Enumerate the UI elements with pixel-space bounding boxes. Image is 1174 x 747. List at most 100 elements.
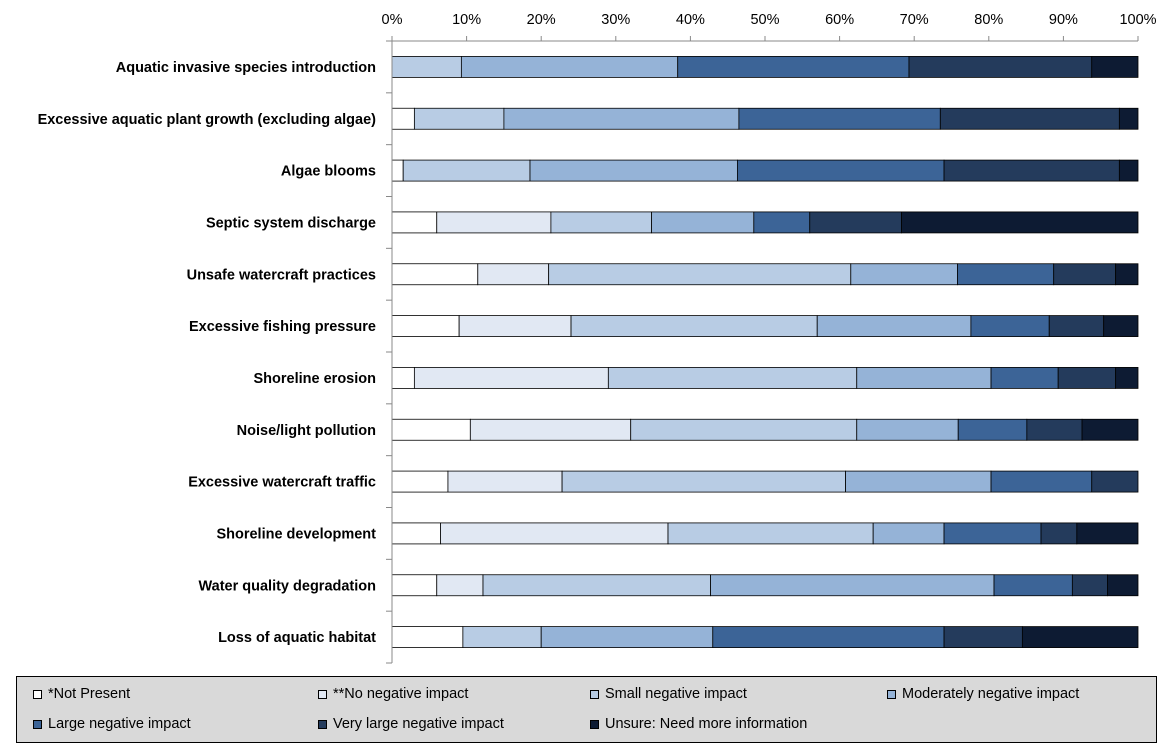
legend-item: Small negative impact	[590, 686, 747, 702]
legend-swatch	[887, 689, 896, 699]
bar-segment	[391, 367, 415, 389]
legend-item: **No negative impact	[318, 686, 468, 702]
bar-segment	[607, 367, 858, 389]
bar-segment	[413, 367, 609, 389]
bar-segment	[1091, 470, 1139, 493]
legend-swatch	[318, 719, 327, 729]
legend-swatch	[318, 689, 327, 699]
legend-swatch	[590, 689, 599, 699]
bar-segment	[503, 107, 740, 130]
bar-segment	[402, 159, 531, 182]
legend-label: Small negative impact	[605, 686, 747, 702]
bar-segment	[816, 315, 972, 337]
bar-segment	[540, 626, 714, 648]
category-label: Shoreline erosion	[254, 371, 376, 387]
legend: *Not Present **No negative impact Small ne…	[16, 676, 1157, 743]
bar-segment	[1076, 522, 1139, 545]
bar-segment	[391, 418, 471, 441]
legend-item: *Not Present	[33, 686, 130, 702]
bar-segment	[856, 418, 959, 441]
bar-segment	[1040, 522, 1078, 545]
legend-item: Unsure: Need more information	[590, 716, 807, 732]
legend-label: Very large negative impact	[333, 716, 504, 732]
bar-segment	[482, 574, 711, 597]
x-tick-label: 40%	[676, 12, 705, 28]
bar-segment	[970, 315, 1050, 337]
bar-segment	[391, 470, 449, 493]
x-tick-label: 30%	[601, 12, 630, 28]
x-tick-label: 60%	[825, 12, 854, 28]
bar-segment	[753, 211, 811, 234]
bar-segment	[850, 263, 958, 286]
category-label: Noise/light pollution	[237, 423, 376, 439]
bar-segment	[391, 159, 404, 182]
category-labels: Aquatic invasive species introduction Exc…	[38, 60, 377, 646]
bar-segment	[957, 418, 1028, 441]
bar-segment	[1021, 626, 1139, 648]
category-label: Loss of aquatic habitat	[218, 630, 376, 646]
bar-segment	[1115, 367, 1139, 389]
bar-segment	[1115, 263, 1139, 286]
bar-segment	[1048, 315, 1105, 337]
x-tick-label: 0%	[382, 12, 403, 28]
bar-segment	[391, 626, 464, 648]
bar-segment	[1071, 574, 1108, 597]
bar-segment	[1057, 367, 1117, 389]
bar-segment	[939, 107, 1120, 130]
legend-item: Large negative impact	[33, 716, 191, 732]
legend-label: Unsure: Need more information	[605, 716, 808, 732]
bar-segment	[550, 211, 653, 234]
bar-segment	[1026, 418, 1083, 441]
x-tick-label: 80%	[974, 12, 1003, 28]
bar-segment	[391, 211, 438, 234]
bar-segment	[943, 626, 1023, 648]
bar-segment	[548, 263, 852, 286]
x-tick-label: 90%	[1049, 12, 1078, 28]
bar-segment	[477, 263, 550, 286]
category-label: Excessive aquatic plant growth (excludin…	[38, 112, 377, 128]
bar-segment	[736, 159, 945, 182]
bar-segment	[1091, 56, 1139, 78]
legend-swatch	[590, 719, 599, 729]
bar-segment	[908, 56, 1093, 78]
bar-segment	[856, 367, 992, 389]
bar-segment	[460, 56, 679, 78]
bar-segment	[413, 107, 505, 130]
category-label: Aquatic invasive species introduction	[116, 60, 376, 76]
bar-segment	[1107, 574, 1139, 597]
bar-segment	[1053, 263, 1117, 286]
x-tick-label: 10%	[452, 12, 481, 28]
category-label: Shoreline development	[216, 526, 376, 542]
x-tick-label: 100%	[1119, 12, 1156, 28]
bar-segment	[447, 470, 563, 493]
bar-segment	[901, 211, 1139, 234]
bar-segment	[677, 56, 910, 78]
bar-segment	[436, 574, 484, 597]
bar-segment	[943, 159, 1120, 182]
bar-segment	[993, 574, 1073, 597]
bar-segment	[561, 470, 846, 493]
category-label: Algae blooms	[281, 164, 376, 180]
category-label: Excessive watercraft traffic	[188, 475, 376, 491]
bar-segment	[458, 315, 572, 337]
legend-label: *Not Present	[48, 686, 131, 702]
category-label: Water quality degradation	[198, 578, 376, 594]
x-tick-label: 70%	[900, 12, 929, 28]
bar-segment	[391, 263, 479, 286]
stacked-bar-chart: 0% 10% 20% 30% 40% 50% 60% 70% 80% 90% 100% Aquati…	[38, 12, 1157, 664]
bar-segment	[630, 418, 858, 441]
bar-segment	[529, 159, 738, 182]
bar-segment	[943, 522, 1042, 545]
bar-segment	[990, 367, 1059, 389]
legend-swatch	[33, 719, 42, 729]
x-tick-label: 20%	[527, 12, 556, 28]
bar-segment	[391, 107, 415, 130]
bar-segment	[990, 470, 1093, 493]
category-label: Septic system discharge	[206, 215, 376, 231]
bar-segment	[712, 626, 945, 648]
bar-segment	[469, 418, 632, 441]
bar-segment	[570, 315, 818, 337]
bar-segment	[391, 315, 460, 337]
bar-segment	[462, 626, 542, 648]
bar-segment	[710, 574, 995, 597]
